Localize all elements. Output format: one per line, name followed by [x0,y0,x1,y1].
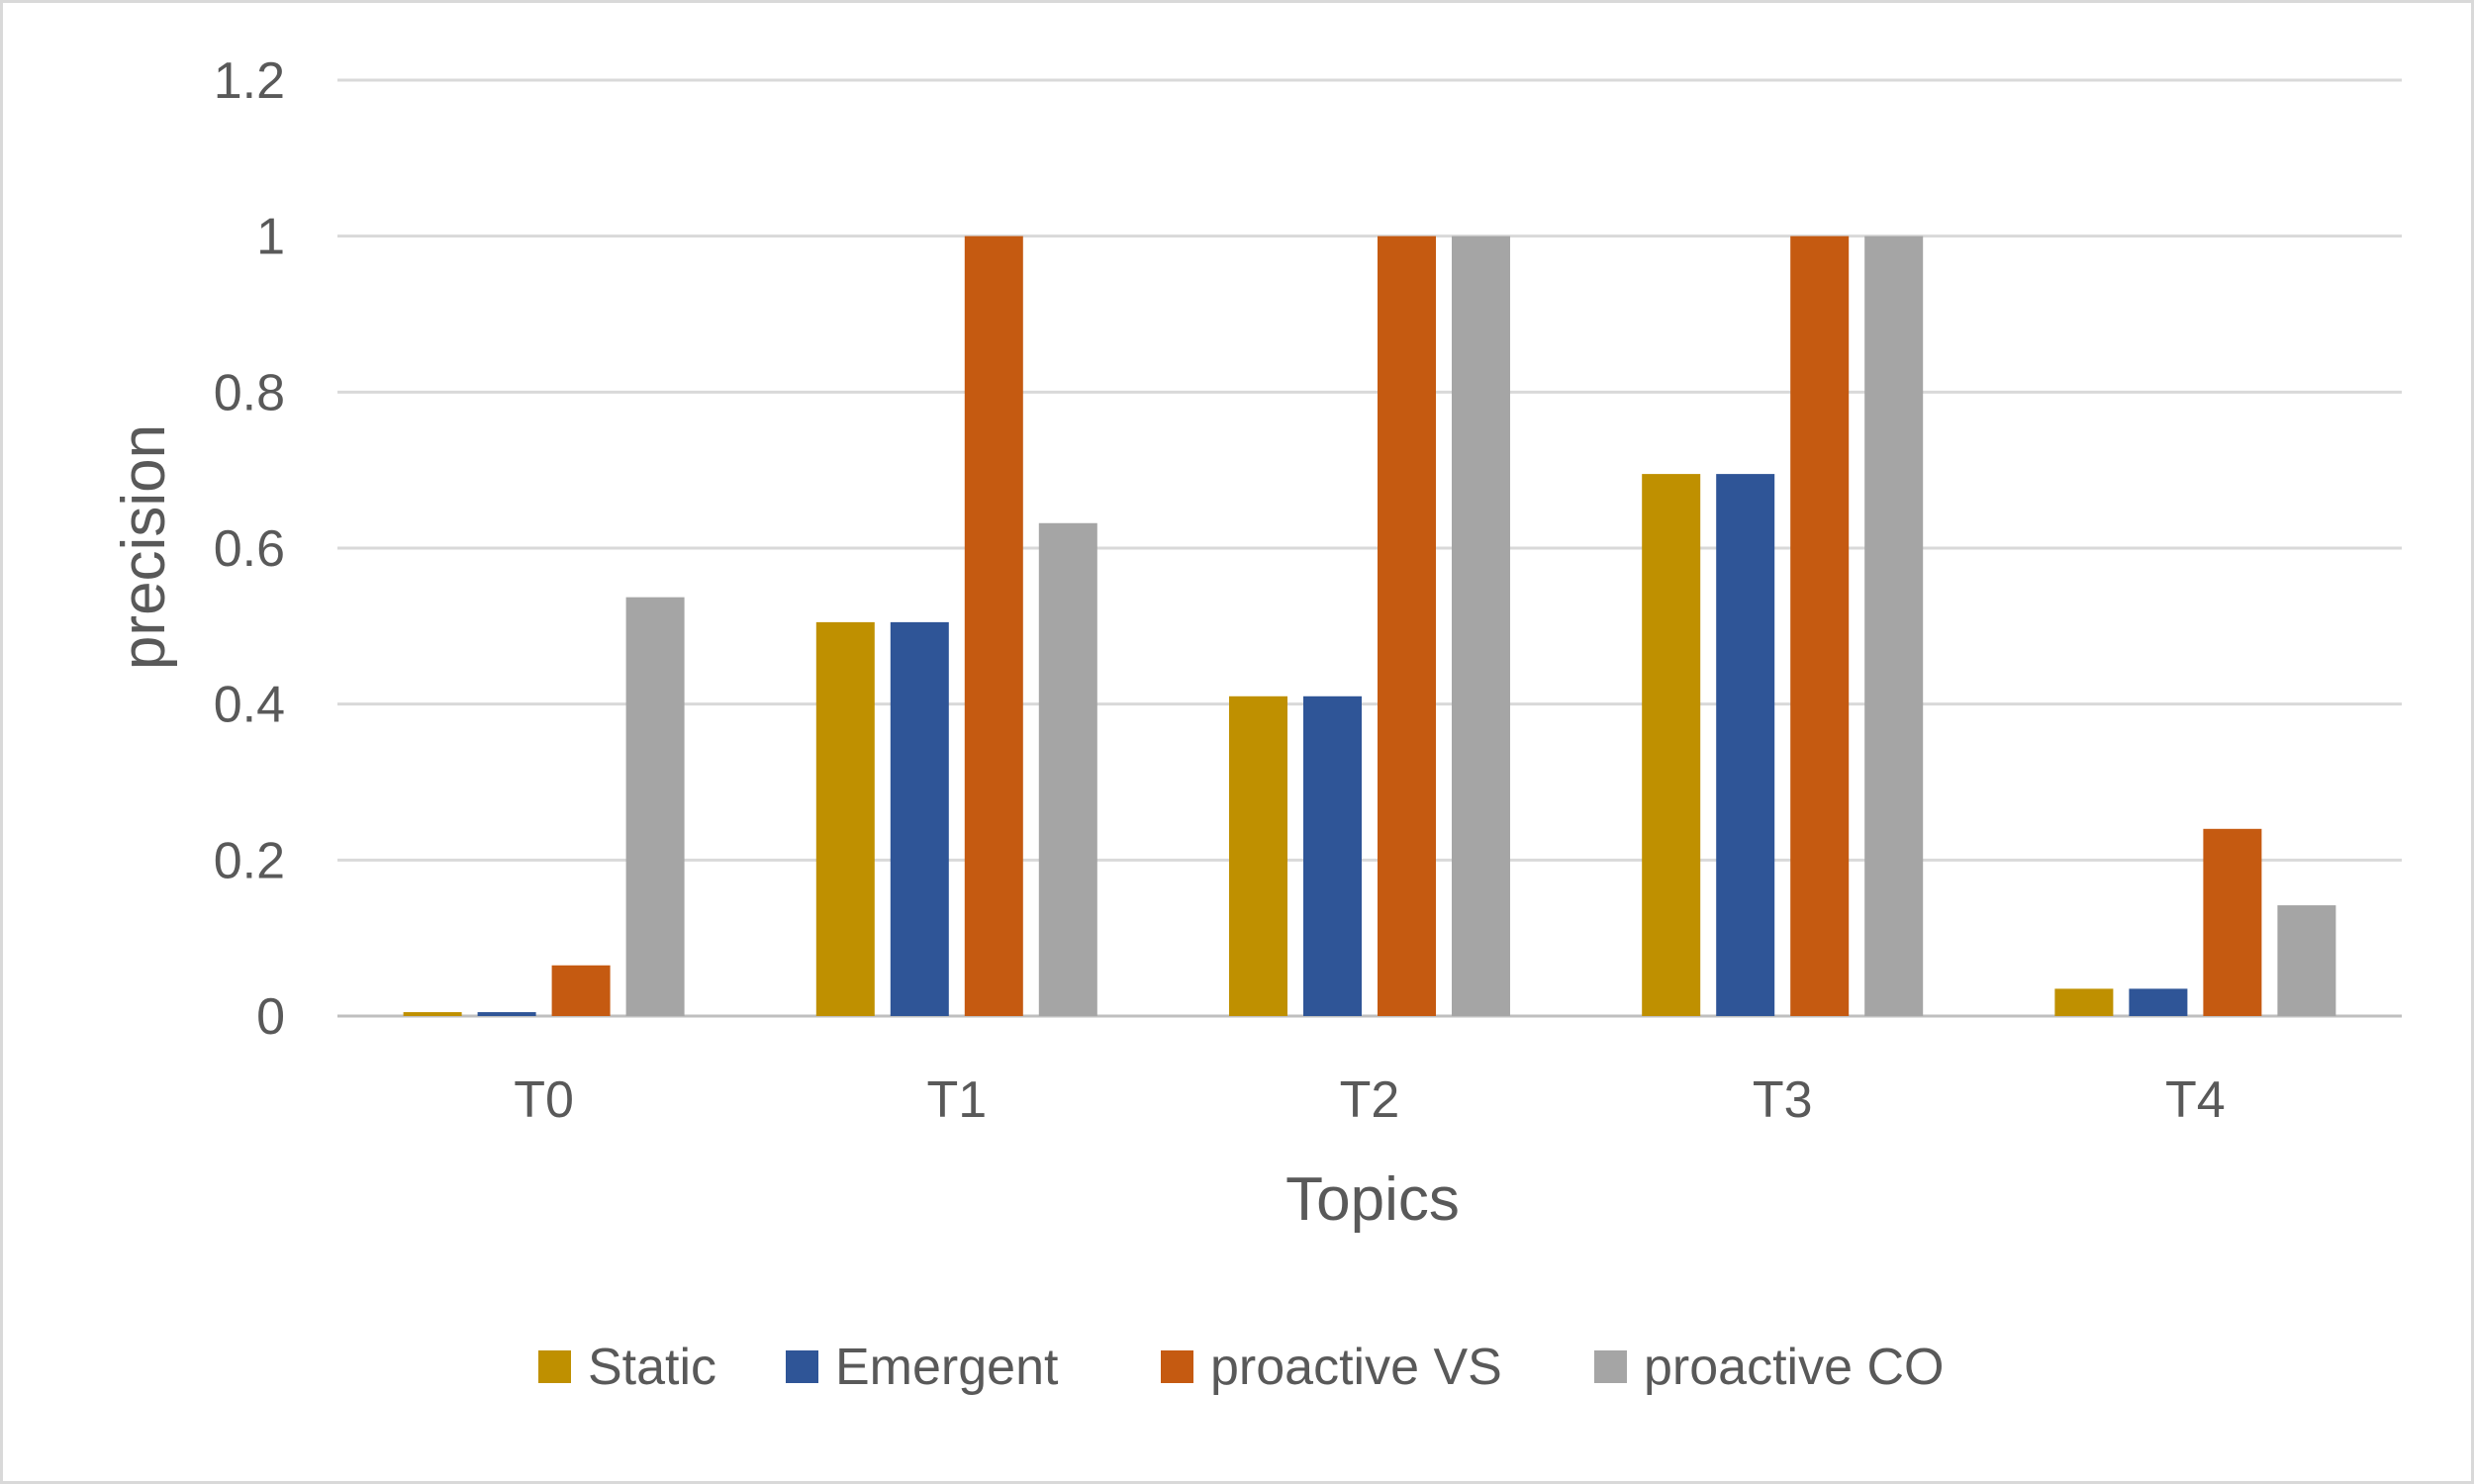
legend-label: Static [588,1339,716,1396]
x-tick-label: T1 [926,1071,987,1129]
bar-T0-proactive-co [625,597,685,1016]
bar-T0-proactive-vs [551,965,611,1016]
bar-T1-proactive-vs [964,235,1023,1016]
bar-chart: 0 0.2 0.4 0.6 0.8 1 1.2 T0 T1 T2 T3 T4 Topics prec… [110,52,2402,1396]
bar-T2-proactive-co [1452,235,1510,1016]
bar-T1-proactive-co [1038,522,1097,1016]
bar-T2-static [1229,696,1287,1016]
y-axis-ticks: 0 0.2 0.4 0.6 0.8 1 1.2 [214,52,285,1046]
bar-T3-proactive-co [1864,235,1924,1016]
bars [403,235,2336,1016]
bar-T2-emergent [1303,696,1362,1016]
bar-T3-proactive-vs [1790,235,1850,1016]
bar-T4-proactive-vs [2203,828,2262,1016]
bar-T1-emergent [890,621,949,1016]
legend-item-proactive-vs: proactive VS [1161,1339,1502,1396]
y-tick-label: 0.4 [214,677,285,734]
legend-item-static: Static [538,1339,716,1396]
x-tick-label: T3 [1753,1071,1813,1129]
x-axis-ticks: T0 T1 T2 T3 T4 [514,1071,2225,1129]
y-tick-label: 0 [256,988,285,1046]
bar-T1-static [815,621,875,1016]
legend-item-proactive-co: proactive CO [1594,1339,1944,1396]
x-axis-title: Topics [1285,1165,1460,1234]
bar-T3-static [1642,474,1701,1016]
y-tick-label: 0.8 [214,364,285,421]
x-tick-label: T4 [2165,1071,2226,1129]
legend-label: proactive VS [1210,1339,1502,1396]
legend-swatch [786,1350,818,1383]
legend-label: Emergent [835,1339,1059,1396]
bar-T3-emergent [1716,474,1775,1016]
legend-swatch [1161,1350,1193,1383]
legend-swatch [1594,1350,1627,1383]
bar-T4-emergent [2129,988,2188,1016]
bar-T4-static [2054,988,2114,1016]
legend-item-emergent: Emergent [786,1339,1059,1396]
y-tick-label: 0.2 [214,832,285,889]
y-tick-label: 1.2 [214,52,285,110]
legend-swatch [538,1350,571,1383]
y-axis-title: precision [110,424,178,670]
legend: Static Emergent proactive VS proactive CO [538,1339,1944,1396]
y-tick-label: 1 [256,209,285,266]
bar-T0-emergent [477,1012,536,1016]
x-tick-label: T2 [1340,1071,1400,1129]
bar-T4-proactive-co [2277,905,2336,1016]
bar-T0-static [403,1012,462,1016]
legend-label: proactive CO [1644,1339,1944,1396]
x-tick-label: T0 [514,1071,574,1129]
bar-T2-proactive-vs [1378,235,1436,1016]
y-tick-label: 0.6 [214,520,285,578]
